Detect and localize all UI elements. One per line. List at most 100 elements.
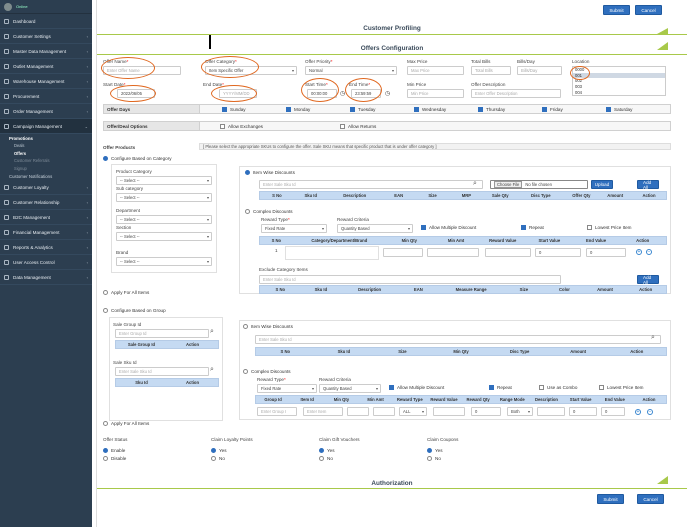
sidebar-item-data[interactable]: Data Management ‹	[0, 270, 92, 285]
search-icon[interactable]: ⌕	[210, 366, 214, 373]
total-bills-input[interactable]: Total Bills	[471, 66, 511, 75]
item-wise-radio[interactable]: Item Wise Discounts	[245, 170, 295, 175]
loyalty-yes-radio[interactable]: Yes	[211, 448, 227, 453]
submit-button-top[interactable]: Submit	[603, 5, 630, 15]
sidebar-sub-offers[interactable]: Offers	[14, 150, 27, 156]
offer-priority-select[interactable]: Normal	[305, 66, 397, 75]
disable-radio[interactable]: Disable	[103, 456, 126, 461]
repeat-checkbox[interactable]: Repeat	[521, 225, 544, 230]
group-lowest-price-checkbox[interactable]: Lowest Price Item	[599, 385, 644, 390]
sub-category-select[interactable]: -- Select --	[116, 193, 212, 202]
location-option[interactable]: 003	[575, 84, 582, 90]
group-min-qty-input[interactable]	[347, 407, 369, 416]
group-item-search-input[interactable]: Enter Sale Sku Id	[255, 335, 661, 344]
allow-multiple-checkbox[interactable]: Allow Multiple Discount	[421, 225, 476, 230]
sidebar-item-dashboard[interactable]: Dashboard	[0, 14, 92, 29]
complex-discounts-radio[interactable]: Complex Discounts	[245, 209, 293, 214]
brand-select[interactable]: -- Select --	[116, 257, 212, 266]
group-id-input[interactable]: Enter Group I	[257, 407, 297, 416]
group-reward-value-input[interactable]	[433, 407, 465, 416]
max-price-input[interactable]: Max Price	[407, 66, 464, 75]
location-option[interactable]: 004	[575, 89, 582, 95]
day-sunday[interactable]: Sunday	[222, 106, 286, 112]
exclude-add-all-button[interactable]: Add All	[637, 275, 659, 285]
cancel-button-bottom[interactable]: Cancel	[637, 494, 664, 504]
group-repeat-checkbox[interactable]: Repeat	[489, 385, 512, 390]
sidebar-item-financial[interactable]: Financial Management ‹	[0, 225, 92, 240]
exclude-search-input[interactable]: Enter Sale Sku Id	[259, 275, 561, 284]
search-icon[interactable]: ⌕	[651, 334, 655, 341]
sale-group-input[interactable]: Enter Group Id	[115, 329, 209, 338]
add-all-button[interactable]: Add All	[637, 180, 659, 190]
group-reward-type-select[interactable]: Fixed Rate	[257, 384, 317, 393]
lowest-price-checkbox[interactable]: Lowest Price Item	[587, 225, 632, 230]
add-row-icon[interactable]: +	[636, 248, 642, 255]
sidebar-sub-deals[interactable]: Deals	[14, 143, 25, 149]
sidebar-item-uac[interactable]: User Access Control ‹	[0, 255, 92, 270]
reward-type-select[interactable]: Fixed Rate	[261, 224, 327, 233]
upload-button[interactable]: Upload	[591, 180, 613, 189]
product-category-select[interactable]: -- Select --	[116, 176, 212, 185]
group-min-amt-input[interactable]	[373, 407, 395, 416]
choose-file-button[interactable]: Choose File	[494, 181, 523, 188]
day-friday[interactable]: Friday	[542, 106, 606, 112]
section-select[interactable]: -- Select --	[116, 232, 212, 241]
day-monday[interactable]: Monday	[286, 106, 350, 112]
gift-no-radio[interactable]: No	[319, 456, 333, 461]
group-apply-all-radio[interactable]: Apply For All Items	[103, 421, 149, 426]
allow-returns-checkbox[interactable]: Allow Returns	[340, 123, 440, 129]
group-description-input[interactable]	[537, 407, 565, 416]
location-option[interactable]: 002	[575, 78, 582, 84]
sale-sku-input[interactable]: Enter Sale Sku Id	[115, 367, 209, 376]
day-wednesday[interactable]: Wednesday	[414, 106, 478, 112]
sidebar-item-warehouse[interactable]: Warehouse Management ‹	[0, 74, 92, 89]
min-qty-input[interactable]	[383, 248, 423, 257]
sidebar-item-master-data[interactable]: Master Data Management ‹	[0, 44, 92, 59]
cancel-button-top[interactable]: Cancel	[635, 5, 662, 15]
file-chooser[interactable]: Choose File No file chosen	[490, 180, 588, 189]
sidebar-item-customer-settings[interactable]: Customer Settings ‹	[0, 29, 92, 44]
search-icon[interactable]: ⌕	[473, 180, 477, 187]
group-reward-criteria-select[interactable]: Quantity Based	[319, 384, 381, 393]
group-allow-multiple-checkbox[interactable]: Allow Multiple Discount	[389, 385, 444, 390]
group-end-value-input[interactable]: 0	[601, 407, 625, 416]
remove-row-icon[interactable]: −	[646, 248, 652, 255]
allow-exchanges-checkbox[interactable]: Allow Exchanges	[220, 123, 340, 129]
sidebar-sub-signup[interactable]: Signup	[14, 165, 27, 171]
enable-radio[interactable]: Enable	[103, 448, 125, 453]
bills-day-input[interactable]: Bills/Day	[517, 66, 562, 75]
coupons-no-radio[interactable]: No	[427, 456, 441, 461]
sidebar-item-outlet[interactable]: Outlet Management ‹	[0, 59, 92, 74]
start-value-input[interactable]: 0	[535, 248, 581, 257]
end-value-input[interactable]: 0	[586, 248, 626, 257]
group-remove-row-icon[interactable]: −	[647, 408, 653, 415]
clock-icon[interactable]: ◷	[385, 91, 391, 97]
submit-button-bottom[interactable]: Submit	[597, 494, 624, 504]
reward-value-input[interactable]	[485, 248, 531, 257]
min-amt-input[interactable]	[427, 248, 479, 257]
sidebar-item-order[interactable]: Order Management ‹	[0, 104, 92, 119]
use-combo-checkbox[interactable]: Use as Combo	[539, 385, 577, 390]
sidebar-item-loyalty[interactable]: Customer Loyalty ‹	[0, 180, 92, 195]
group-reward-qty-input[interactable]: 0	[471, 407, 501, 416]
sidebar-item-b2c[interactable]: B2C Management ‹	[0, 210, 92, 225]
range-mode-select[interactable]: Both	[507, 407, 533, 416]
sidebar-item-campaign[interactable]: Campaign Management ⌄	[0, 119, 92, 134]
sidebar-sub-promotions[interactable]: Promotions	[9, 135, 33, 141]
category-picker[interactable]	[285, 246, 379, 260]
sidebar-item-procurement[interactable]: Procurement ‹	[0, 89, 92, 104]
sidebar-item-reports[interactable]: Reports & Analytics ‹	[0, 240, 92, 255]
category-radio[interactable]: Configure Based on Category	[103, 156, 172, 161]
group-radio[interactable]: Configure Based on Group	[103, 308, 166, 313]
group-complex-radio[interactable]: Complex Discounts	[243, 369, 291, 374]
gift-yes-radio[interactable]: Yes	[319, 448, 335, 453]
group-reward-type-cell[interactable]: ALL	[399, 407, 427, 416]
group-start-value-input[interactable]: 0	[569, 407, 597, 416]
day-thursday[interactable]: Thursday	[478, 106, 542, 112]
loyalty-no-radio[interactable]: No	[211, 456, 225, 461]
apply-all-items-radio[interactable]: Apply For All Items	[103, 290, 149, 295]
sidebar-sub-customer-notifications[interactable]: Customer Notifications	[9, 173, 53, 179]
day-saturday[interactable]: Saturday	[606, 106, 666, 112]
item-id-input[interactable]: Enter Item	[303, 407, 343, 416]
min-price-input[interactable]: Min Price	[407, 89, 464, 98]
